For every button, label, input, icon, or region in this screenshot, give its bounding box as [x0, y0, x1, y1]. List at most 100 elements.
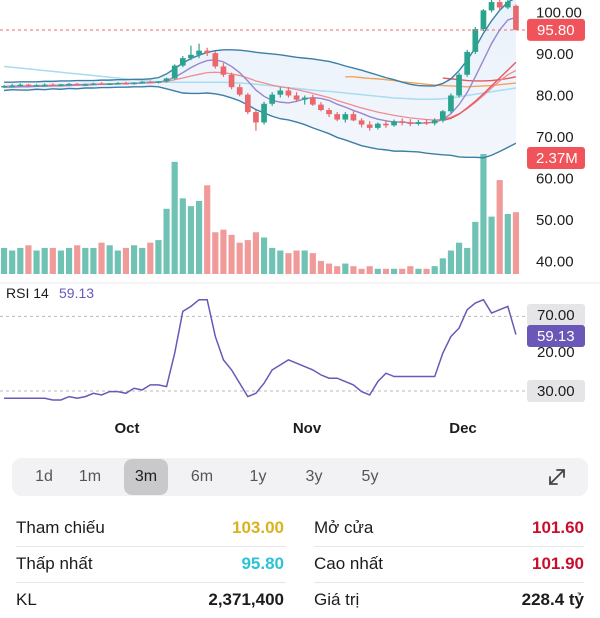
candle-body: [318, 104, 324, 111]
volume-bar: [496, 180, 503, 274]
candle-body: [106, 83, 113, 85]
month-label: Nov: [293, 420, 322, 437]
tab-3m[interactable]: 3m: [124, 459, 168, 495]
volume-bar: [293, 250, 300, 274]
tab-1m[interactable]: 1m: [78, 468, 102, 485]
candle-body: [58, 84, 64, 86]
volume-bar: [366, 266, 373, 274]
rsi-header-value: 59.13: [59, 285, 94, 301]
volume-bar: [90, 247, 97, 274]
candle-body: [358, 120, 365, 125]
candle-body: [236, 87, 243, 95]
volume-bar: [155, 240, 162, 274]
bollinger-band-fill: [4, 0, 516, 158]
volume-bar: [163, 208, 170, 274]
candle-body: [431, 120, 438, 124]
candle-body: [374, 123, 381, 128]
candle-body: [147, 81, 154, 84]
candle-body: [496, 2, 503, 8]
volume-bars: [0, 154, 520, 274]
volume-bar: [74, 245, 81, 274]
tab-1y[interactable]: 1y: [249, 468, 267, 485]
candle-body: [448, 95, 454, 112]
candle-body: [293, 95, 300, 100]
candle-body: [123, 83, 129, 85]
volume-bar: [17, 247, 24, 274]
volume-bar: [212, 232, 219, 274]
tab-1d[interactable]: 1d: [35, 468, 53, 485]
price-tick-label: 60.00: [536, 171, 574, 188]
volume-bar: [447, 250, 455, 274]
volume-bar: [512, 212, 520, 274]
candle-body: [366, 124, 373, 128]
candle-body: [204, 50, 211, 54]
volume-bar: [374, 268, 381, 274]
candle-body: [472, 29, 479, 52]
stats-row-3: KL 2,371,400 Giá trị 228.4 tỷ: [0, 582, 600, 618]
candle-body: [163, 78, 170, 82]
volume-bar: [106, 245, 113, 274]
ma-purple-line: [4, 16, 517, 125]
reference-value: 103.00: [232, 518, 284, 537]
tab-5y[interactable]: 5y: [361, 468, 379, 485]
low-label: Thấp nhất: [16, 554, 93, 573]
volume-bar: [455, 242, 463, 274]
bollinger-upper-line: [4, 0, 514, 87]
divider: [16, 582, 286, 583]
last-price-badge: [527, 18, 585, 41]
divider: [16, 546, 286, 547]
volume-bar: [147, 242, 154, 274]
volume-bar: [171, 161, 178, 274]
rsi-tick-label: 30.00: [537, 383, 575, 400]
candle-body: [301, 97, 308, 100]
low-value: 95.80: [241, 554, 284, 573]
last-volume-label: 2.37M: [536, 150, 578, 167]
stock-chart[interactable]: 100.00 90.00 80.00 70.00 60.00 50.00 40.00 95.8…: [0, 0, 600, 445]
volume-bar: [82, 247, 89, 274]
rsi-value-label: 59.13: [537, 328, 575, 345]
volume-bar: [407, 266, 414, 274]
candle-body: [155, 81, 162, 83]
bollinger-band-area: [4, 0, 516, 158]
volume-bar: [390, 268, 398, 274]
tab-6m[interactable]: 6m: [190, 468, 214, 485]
volume-bar: [252, 232, 260, 274]
candle-body: [228, 74, 235, 88]
candle-body: [25, 84, 32, 87]
candle-body: [212, 53, 219, 67]
volume-bar: [57, 250, 65, 274]
volume-bar: [228, 234, 235, 274]
volume-bar: [301, 250, 308, 274]
volume-bar: [220, 229, 227, 274]
last-volume-badge: [527, 147, 585, 169]
volume-bar: [277, 250, 284, 274]
volume-bar: [204, 185, 211, 274]
candle-body: [309, 97, 316, 105]
candle-body: [253, 112, 259, 123]
volume-bar: [65, 247, 73, 274]
candle-body: [49, 84, 56, 87]
open-value: 101.60: [532, 518, 584, 537]
bollinger-lower-line: [3, 85, 517, 159]
volume-bar: [25, 245, 32, 274]
candlesticks: [1, 0, 519, 131]
candle-body: [350, 114, 357, 121]
candle-body: [513, 5, 519, 30]
ma-red-long-line: [442, 76, 517, 82]
candle-body: [399, 121, 406, 123]
rsi-tick-label: 70.00: [537, 307, 575, 324]
volume-bar: [33, 250, 40, 274]
divider: [314, 582, 584, 583]
candle-body: [98, 83, 105, 85]
volume-bar: [187, 206, 195, 274]
expand-icon[interactable]: [546, 466, 568, 488]
tab-3y[interactable]: 3y: [305, 468, 323, 485]
volume-bar: [98, 242, 105, 274]
candle-body: [17, 84, 24, 87]
rsi-tick-badge: [527, 380, 585, 402]
volume-bar: [423, 268, 430, 274]
candle-body: [179, 58, 186, 66]
indicator-lines: [3, 0, 517, 159]
divider: [314, 546, 584, 547]
